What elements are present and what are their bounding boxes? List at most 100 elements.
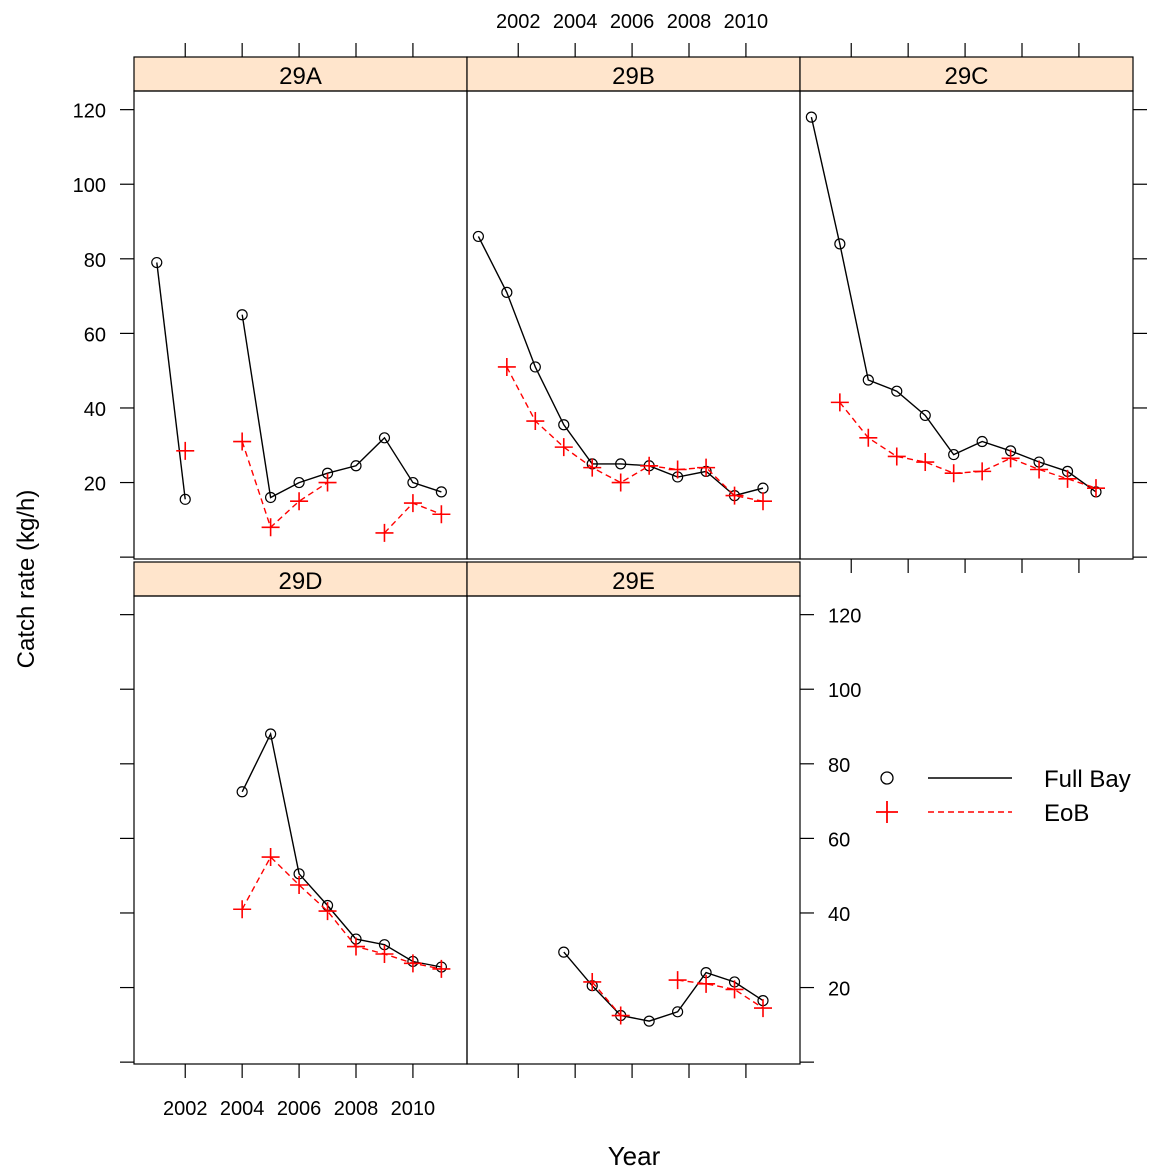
x-tick-label: 2004 bbox=[553, 11, 598, 33]
data-point-full-bay bbox=[179, 493, 191, 505]
data-point-eob bbox=[583, 458, 602, 477]
panel-frame bbox=[133, 595, 468, 1065]
data-point-eob bbox=[697, 458, 716, 477]
data-point-eob bbox=[697, 974, 716, 993]
data-point-eob bbox=[583, 972, 602, 991]
panel-strip-label: 29B bbox=[612, 63, 655, 90]
x-tick-label: 2006 bbox=[277, 1098, 322, 1120]
data-point-eob bbox=[1030, 460, 1049, 479]
plot-layer: 29A 29B 29C 29D 29E 20 40 60 80 100 120 20 40 60 80 100… bbox=[73, 11, 1147, 1120]
data-point-eob bbox=[754, 999, 772, 1018]
data-point-full-bay bbox=[293, 476, 305, 489]
legend-marker-plus bbox=[876, 801, 898, 823]
data-point-full-bay bbox=[862, 374, 874, 386]
data-point-full-bay bbox=[805, 111, 817, 123]
data-point-eob bbox=[830, 393, 849, 412]
series-line-eob bbox=[241, 441, 328, 529]
data-point-eob bbox=[432, 959, 451, 978]
data-point-eob bbox=[432, 505, 451, 524]
data-point-eob bbox=[318, 473, 337, 492]
panel-strip-label: 29D bbox=[278, 568, 322, 595]
data-point-eob bbox=[233, 432, 252, 451]
x-tick-label: 2002 bbox=[496, 11, 541, 33]
data-point-eob bbox=[1087, 479, 1105, 498]
data-point-eob bbox=[497, 357, 516, 376]
panel-29c: 29C bbox=[799, 56, 1134, 560]
data-point-full-bay bbox=[236, 309, 248, 321]
panel-strip bbox=[133, 56, 468, 92]
data-point-eob bbox=[233, 900, 252, 919]
data-point-full-bay bbox=[501, 286, 513, 298]
data-point-eob bbox=[375, 944, 394, 963]
panel-strip-label: 29C bbox=[944, 63, 988, 90]
data-point-full-bay bbox=[529, 361, 541, 373]
data-point-eob bbox=[973, 462, 992, 481]
data-point-eob bbox=[526, 412, 545, 431]
data-point-eob bbox=[668, 460, 687, 479]
data-point-full-bay bbox=[407, 476, 419, 489]
data-point-eob bbox=[640, 456, 659, 475]
data-point-eob bbox=[916, 453, 935, 472]
panel-strip bbox=[133, 561, 468, 597]
series-line-full-bay bbox=[477, 236, 764, 497]
data-point-eob bbox=[754, 492, 772, 511]
data-point-full-bay bbox=[834, 238, 846, 250]
y-tick-label: 100 bbox=[73, 175, 106, 197]
panel-29b: 29B bbox=[466, 56, 801, 560]
data-point-full-bay bbox=[615, 458, 627, 470]
x-tick-label: 2008 bbox=[334, 1098, 379, 1120]
panel-strip-label: 29E bbox=[612, 568, 655, 595]
data-point-eob bbox=[944, 464, 963, 483]
data-point-eob bbox=[1001, 449, 1020, 468]
y-tick-label: 120 bbox=[73, 101, 106, 123]
y-tick-label: 40 bbox=[828, 904, 850, 926]
y-tick-label: 20 bbox=[828, 979, 850, 1001]
y-tick-label: 40 bbox=[84, 399, 106, 421]
y-tick-label: 120 bbox=[828, 606, 861, 628]
data-point-eob bbox=[859, 428, 878, 447]
x-axis-label: Year bbox=[608, 1141, 661, 1171]
legend-label: EoB bbox=[1044, 800, 1089, 827]
x-tick-label: 2006 bbox=[610, 11, 655, 33]
series-line-eob bbox=[677, 979, 764, 1009]
data-point-full-bay bbox=[265, 728, 277, 740]
data-point-eob bbox=[554, 438, 573, 457]
data-point-eob bbox=[347, 937, 365, 956]
data-point-full-bay bbox=[378, 432, 391, 444]
panel-frame bbox=[799, 90, 1134, 560]
data-point-eob bbox=[403, 494, 422, 513]
data-point-full-bay bbox=[472, 230, 484, 243]
series-line-eob bbox=[839, 401, 1097, 489]
data-point-eob bbox=[887, 447, 906, 466]
panel-29e: 29E bbox=[466, 561, 801, 1065]
data-point-full-bay bbox=[558, 419, 570, 431]
series-line-full-bay bbox=[241, 314, 442, 499]
panel-strip-label: 29A bbox=[279, 63, 322, 90]
data-point-full-bay bbox=[236, 786, 248, 798]
data-point-full-bay bbox=[976, 435, 988, 448]
x-tick-label: 2002 bbox=[163, 1098, 208, 1120]
x-tick-label: 2008 bbox=[667, 11, 712, 33]
data-point-full-bay bbox=[265, 491, 277, 504]
data-point-full-bay bbox=[891, 385, 903, 397]
data-point-eob bbox=[725, 980, 744, 999]
y-axis-label: Catch rate (kg/h) bbox=[13, 490, 40, 669]
data-point-eob bbox=[318, 902, 337, 921]
series-line-eob bbox=[241, 855, 442, 970]
data-point-full-bay bbox=[643, 1015, 655, 1027]
data-point-eob bbox=[290, 492, 309, 511]
data-point-eob bbox=[375, 523, 394, 542]
y-tick-label: 80 bbox=[828, 755, 850, 777]
series-line-full-bay bbox=[810, 116, 1097, 493]
y-tick-label: 60 bbox=[84, 324, 106, 346]
x-tick-label: 2004 bbox=[220, 1098, 265, 1120]
y-tick-label: 60 bbox=[828, 829, 850, 851]
data-point-eob bbox=[611, 473, 630, 492]
data-point-eob bbox=[261, 518, 280, 537]
series-line-full-bay bbox=[156, 262, 186, 500]
legend: Full Bay EoB bbox=[876, 766, 1131, 827]
series-line-eob bbox=[506, 366, 764, 502]
data-point-eob bbox=[261, 848, 280, 867]
legend-marker-circle bbox=[880, 771, 894, 785]
panel-strip bbox=[799, 56, 1134, 92]
